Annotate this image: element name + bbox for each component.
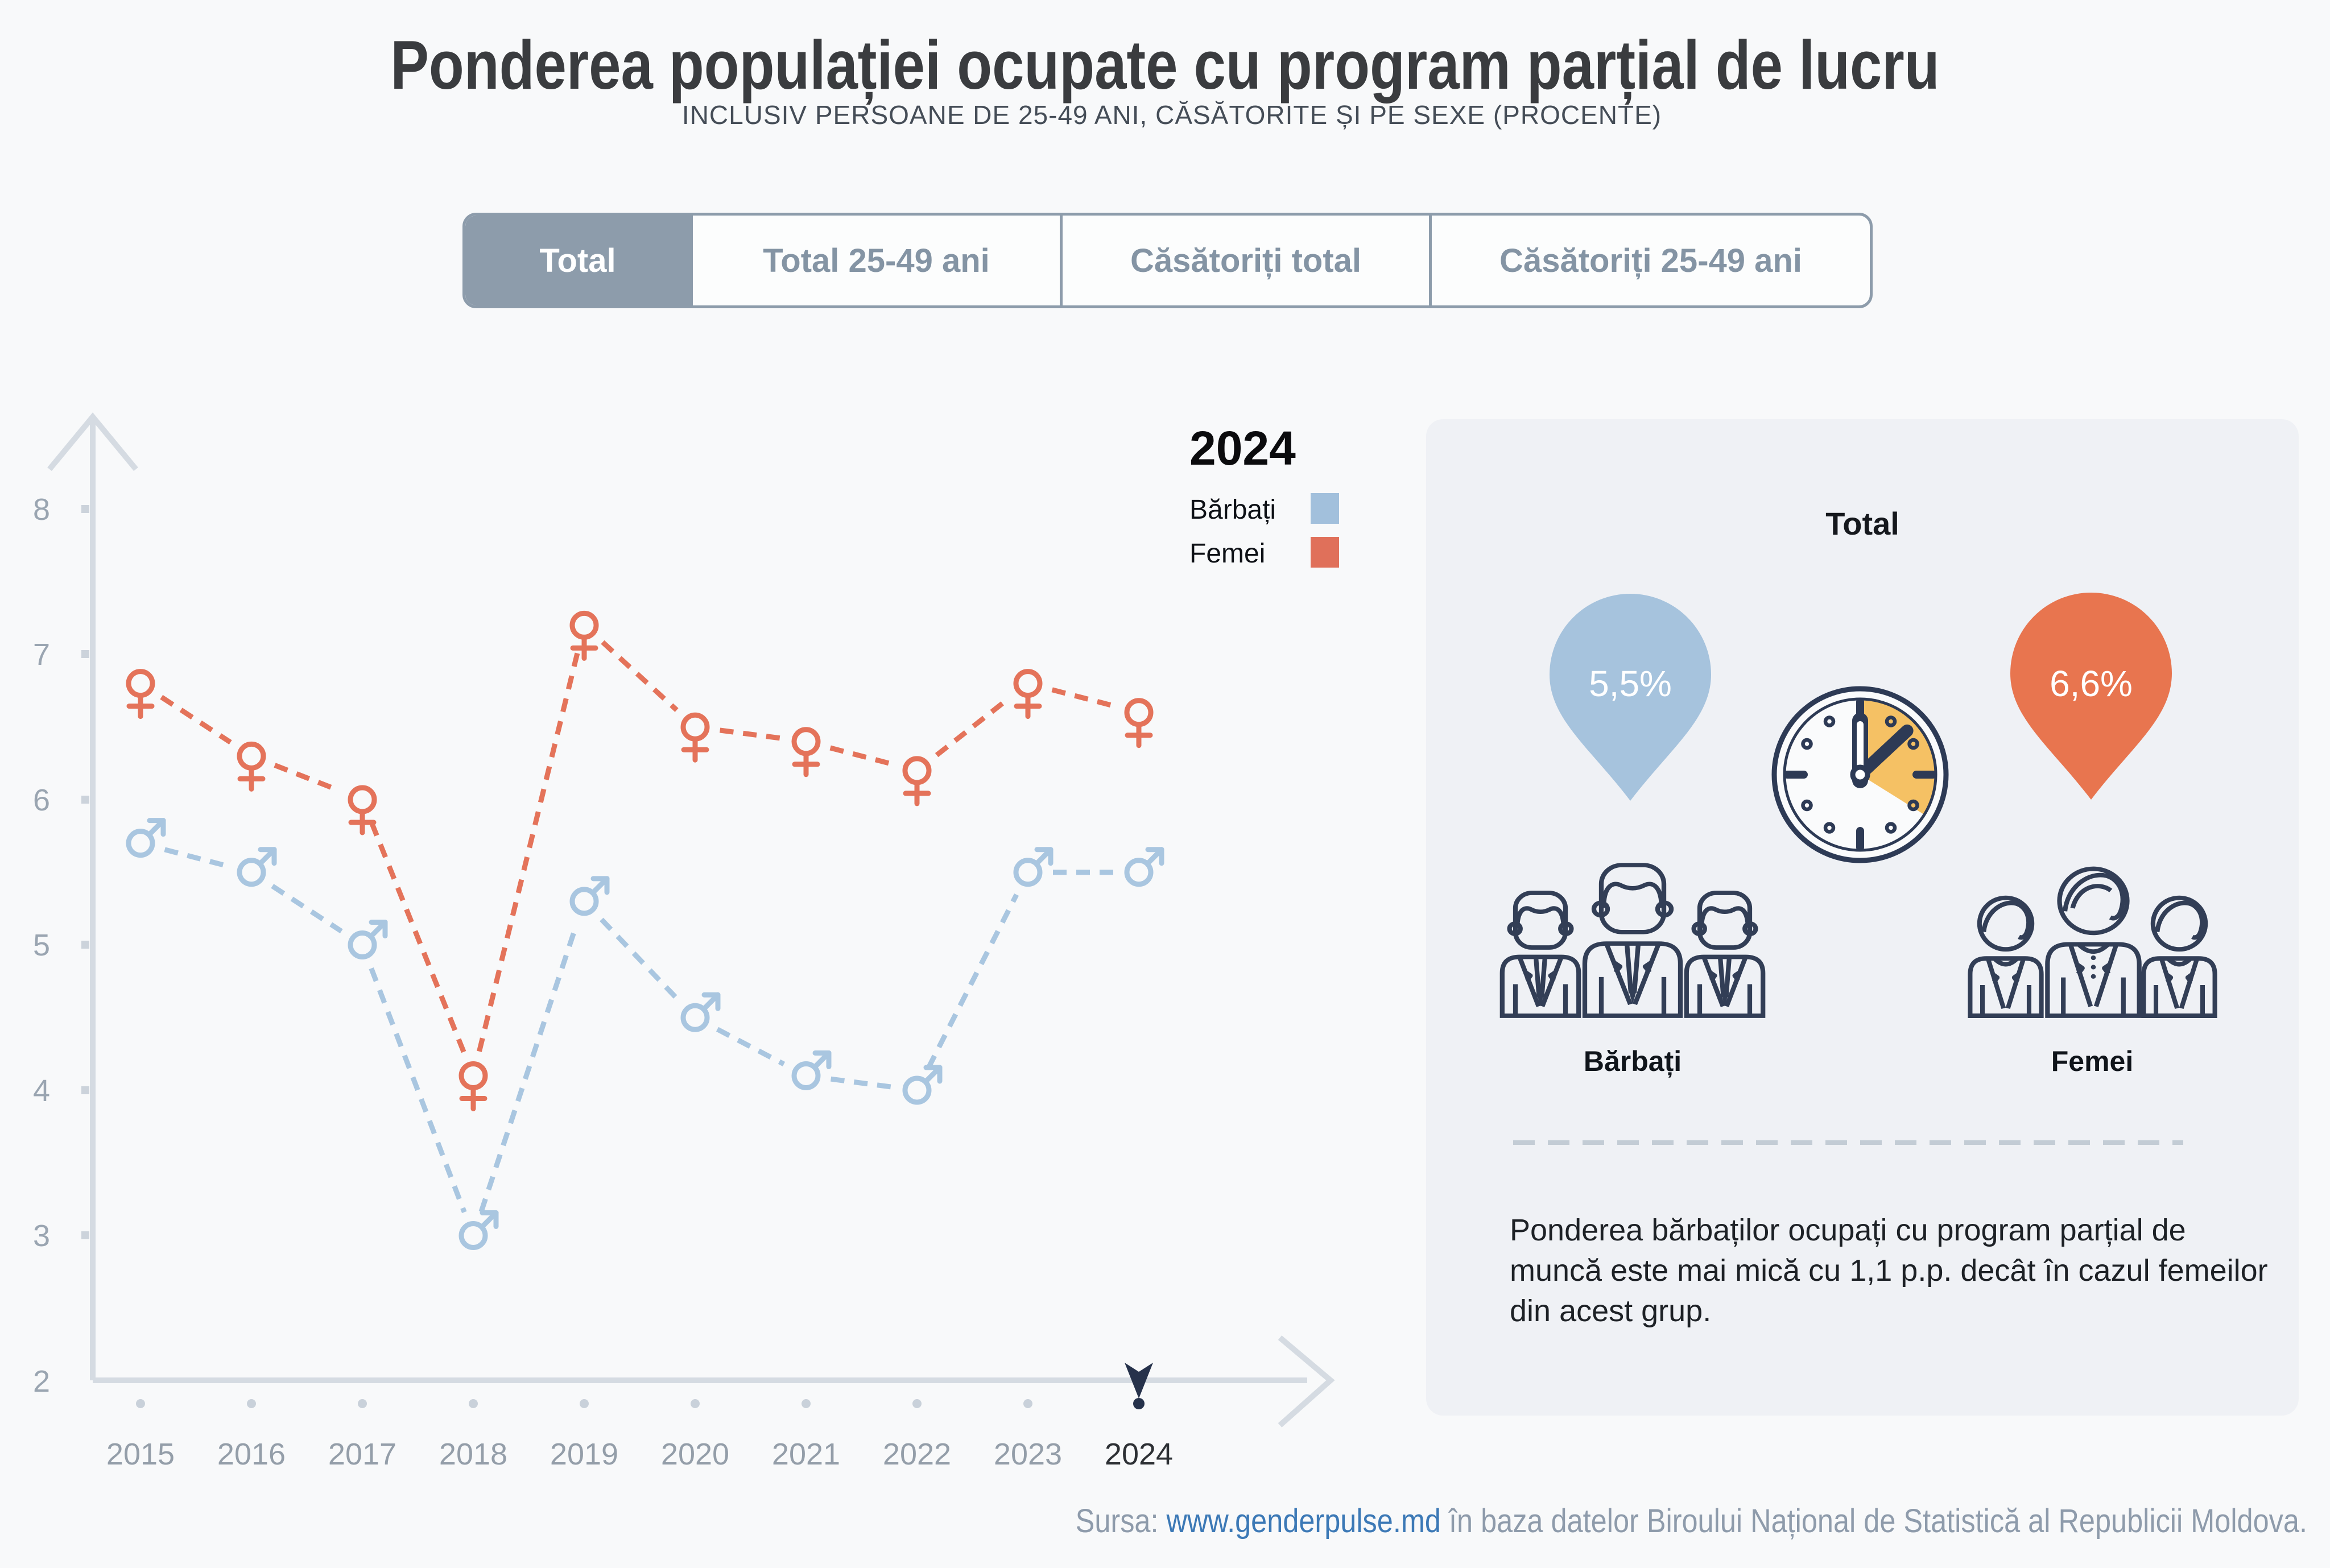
svg-text:2024: 2024 bbox=[1105, 1437, 1173, 1471]
svg-text:8: 8 bbox=[33, 493, 50, 527]
svg-text:6: 6 bbox=[33, 783, 50, 817]
svg-text:2020: 2020 bbox=[661, 1437, 729, 1471]
svg-text:2023: 2023 bbox=[994, 1437, 1062, 1471]
svg-text:2015: 2015 bbox=[106, 1437, 175, 1471]
svg-text:5: 5 bbox=[33, 928, 50, 962]
svg-text:3: 3 bbox=[33, 1219, 50, 1253]
svg-text:2016: 2016 bbox=[217, 1437, 286, 1471]
svg-text:2021: 2021 bbox=[772, 1437, 840, 1471]
svg-text:7: 7 bbox=[33, 638, 50, 672]
svg-text:2: 2 bbox=[33, 1364, 50, 1399]
svg-text:2018: 2018 bbox=[439, 1437, 507, 1471]
svg-text:4: 4 bbox=[33, 1074, 50, 1108]
svg-text:2019: 2019 bbox=[550, 1437, 618, 1471]
svg-text:2022: 2022 bbox=[883, 1437, 951, 1471]
svg-text:2017: 2017 bbox=[328, 1437, 396, 1471]
